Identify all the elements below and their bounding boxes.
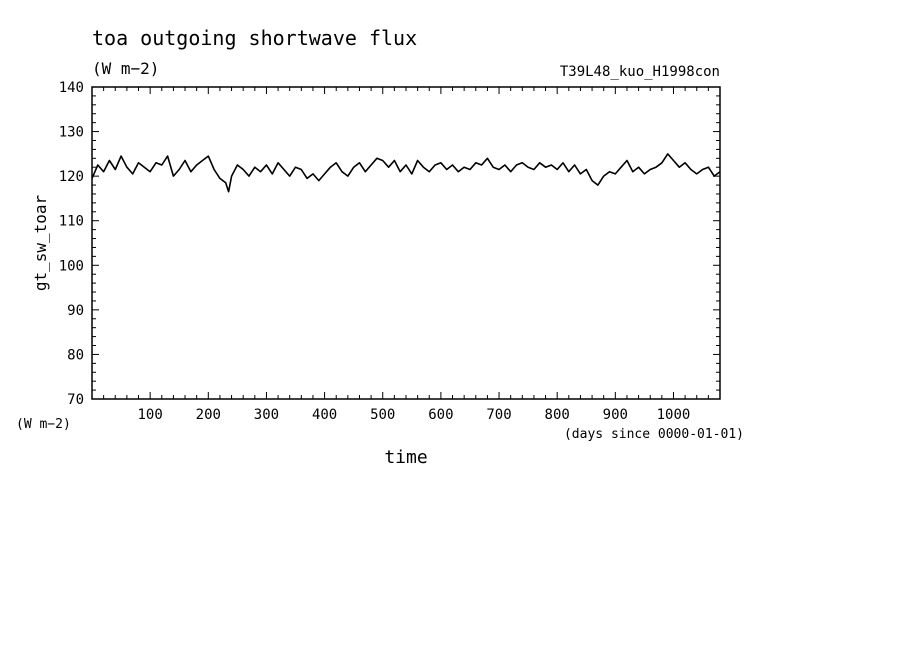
y-tick-label: 80 <box>67 347 84 363</box>
y-tick-label: 90 <box>67 303 84 319</box>
x-tick-label: 200 <box>196 407 221 423</box>
y-tick-label: 100 <box>59 258 84 274</box>
chart-title: toa outgoing shortwave flux <box>92 26 417 50</box>
x-tick-label: 800 <box>545 407 570 423</box>
y-tick-label: 130 <box>59 125 84 141</box>
x-tick-label: 400 <box>312 407 337 423</box>
x-tick-label: 900 <box>603 407 628 423</box>
x-axis: 100 200 300 400 500 600 700 800 900 1000 <box>103 87 709 423</box>
y-axis-units: (W m−2) <box>16 417 71 432</box>
run-label: T39L48_kuo_H1998con <box>560 64 720 80</box>
x-tick-label: 300 <box>254 407 279 423</box>
x-axis-label: time <box>384 447 427 468</box>
series-group <box>91 153 721 193</box>
title-units: (W m−2) <box>92 59 159 78</box>
x-tick-label: 700 <box>486 407 511 423</box>
x-tick-label: 100 <box>137 407 162 423</box>
y-tick-label: 110 <box>59 214 84 230</box>
x-axis-units: (days since 0000-01-01) <box>564 427 744 442</box>
series-line <box>91 153 721 193</box>
y-tick-label: 120 <box>59 169 84 185</box>
y-tick-label: 140 <box>59 80 84 96</box>
x-tick-label: 500 <box>370 407 395 423</box>
y-axis: 70 80 90 100 110 120 130 140 <box>59 80 720 408</box>
x-tick-label: 600 <box>428 407 453 423</box>
x-tick-label: 1000 <box>657 407 691 423</box>
y-tick-label: 70 <box>67 392 84 408</box>
plot-frame <box>91 86 721 400</box>
y-axis-label: gt_sw_toar <box>31 194 50 291</box>
